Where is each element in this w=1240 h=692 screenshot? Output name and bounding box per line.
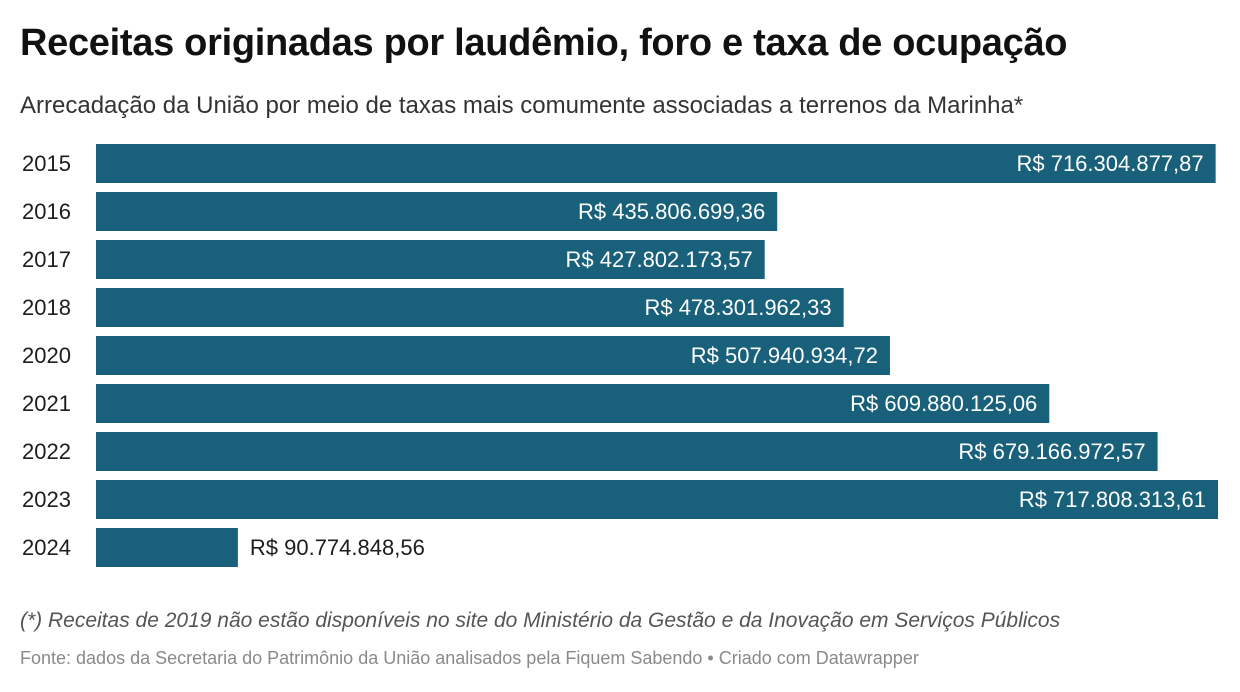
category-label: 2015 (22, 151, 71, 176)
bar-row: 2022 R$ 679.166.972,57 (22, 432, 1158, 471)
bar-row: 2018 R$ 478.301.962,33 (22, 288, 844, 327)
bar-row: 2015 R$ 716.304.877,87 (22, 144, 1216, 183)
value-label: R$ 717.808.313,61 (1019, 487, 1206, 512)
bar (96, 384, 1050, 423)
value-label: R$ 679.166.972,57 (958, 439, 1145, 464)
bar (96, 144, 1216, 183)
value-label: R$ 478.301.962,33 (644, 295, 831, 320)
bar-row: 2024 R$ 90.774.848,56 (22, 528, 425, 567)
value-label: R$ 716.304.877,87 (1016, 151, 1203, 176)
bar-row: 2016 R$ 435.806.699,36 (22, 192, 778, 231)
category-label: 2020 (22, 343, 71, 368)
bar (96, 432, 1158, 471)
category-label: 2024 (22, 535, 71, 560)
bar (96, 528, 238, 567)
value-label: R$ 427.802.173,57 (566, 247, 753, 272)
bar-row: 2017 R$ 427.802.173,57 (22, 240, 765, 279)
bar (96, 480, 1218, 519)
bar (96, 288, 844, 327)
chart-subtitle: Arrecadação da União por meio de taxas m… (20, 92, 1024, 119)
value-label: R$ 90.774.848,56 (250, 535, 425, 560)
chart-title: Receitas originadas por laudêmio, foro e… (20, 22, 1068, 64)
category-label: 2018 (22, 295, 71, 320)
category-label: 2016 (22, 199, 71, 224)
bar (96, 192, 778, 231)
bar-row: 2023 R$ 717.808.313,61 (22, 480, 1218, 519)
bar-row: 2020 R$ 507.940.934,72 (22, 336, 890, 375)
bar-chart: 2015 R$ 716.304.877,87 2016 R$ 435.806.699,… (22, 144, 1218, 567)
value-label: R$ 507.940.934,72 (691, 343, 878, 368)
bar-row: 2021 R$ 609.880.125,06 (22, 384, 1050, 423)
bar (96, 336, 890, 375)
value-label: R$ 435.806.699,36 (578, 199, 765, 224)
category-label: 2017 (22, 247, 71, 272)
value-label: R$ 609.880.125,06 (850, 391, 1037, 416)
category-label: 2023 (22, 487, 71, 512)
category-label: 2022 (22, 439, 71, 464)
bar (96, 240, 765, 279)
source-credit: Fonte: dados da Secretaria do Patrimônio… (20, 648, 919, 668)
footnote: (*) Receitas de 2019 não estão disponíve… (20, 609, 1061, 632)
category-label: 2021 (22, 391, 71, 416)
